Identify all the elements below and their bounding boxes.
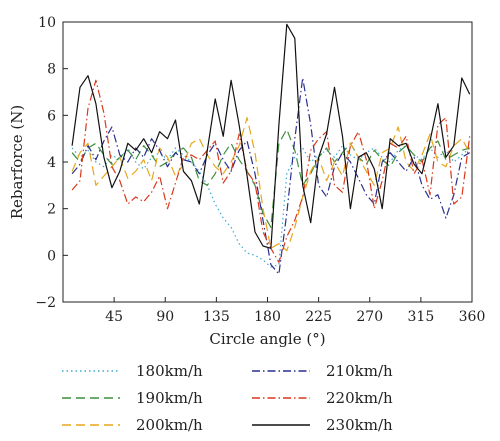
legend: 180km/h 190km/h 200km/h 210km/h 220km/h …	[60, 360, 480, 440]
y-tick-label: −2	[35, 295, 56, 311]
legend-item-210: 210km/h	[250, 360, 393, 382]
x-tick-label: 225	[305, 309, 332, 325]
y-tick-label: 0	[47, 248, 56, 264]
legend-label-230: 230km/h	[326, 416, 393, 434]
legend-label-180: 180km/h	[136, 362, 203, 380]
legend-item-180: 180km/h	[60, 360, 203, 382]
x-tick-label: 90	[156, 309, 174, 325]
x-tick-label: 180	[254, 309, 281, 325]
series-line-190kmh	[71, 128, 470, 228]
y-axis-label: Rebarforce (N)	[8, 105, 26, 220]
series-line-220kmh	[71, 79, 471, 263]
plot-frame	[62, 21, 473, 303]
y-tick-label: 2	[47, 202, 56, 218]
x-tick-label: 135	[203, 309, 230, 325]
legend-item-200: 200km/h	[60, 414, 203, 436]
legend-swatch-220	[252, 397, 310, 399]
y-tick-label: 4	[47, 155, 56, 171]
legend-swatch-230	[252, 424, 310, 426]
x-axis-ticks: 45 90 135 180 225 270 315 360	[62, 297, 486, 325]
legend-item-230: 230km/h	[250, 414, 393, 436]
x-tick-label: 270	[356, 309, 383, 325]
x-tick-label: 360	[459, 309, 486, 325]
series-line-210kmh	[71, 77, 471, 275]
legend-item-190: 190km/h	[60, 387, 203, 409]
series-line-200kmh	[71, 117, 471, 252]
y-tick-label: 6	[47, 108, 56, 124]
series-line-230kmh	[71, 23, 471, 249]
series-line-180kmh	[71, 145, 471, 268]
legend-swatch-190	[62, 397, 120, 399]
legend-label-210: 210km/h	[326, 362, 393, 380]
legend-label-220: 220km/h	[326, 389, 393, 407]
legend-swatch-210	[252, 370, 310, 372]
legend-swatch-180	[62, 370, 120, 372]
x-tick-label: 315	[408, 309, 435, 325]
series-lines	[71, 23, 471, 275]
y-tick-label: 8	[47, 62, 56, 78]
x-tick-label: 45	[105, 309, 123, 325]
legend-item-220: 220km/h	[250, 387, 393, 409]
legend-label-200: 200km/h	[136, 416, 203, 434]
x-axis-label: Circle angle (°)	[209, 330, 325, 348]
legend-label-190: 190km/h	[136, 389, 203, 407]
y-axis-ticks: −2 0 2 4 6 8 10	[35, 15, 68, 311]
y-tick-label: 10	[38, 15, 56, 31]
legend-swatch-200	[62, 424, 120, 426]
